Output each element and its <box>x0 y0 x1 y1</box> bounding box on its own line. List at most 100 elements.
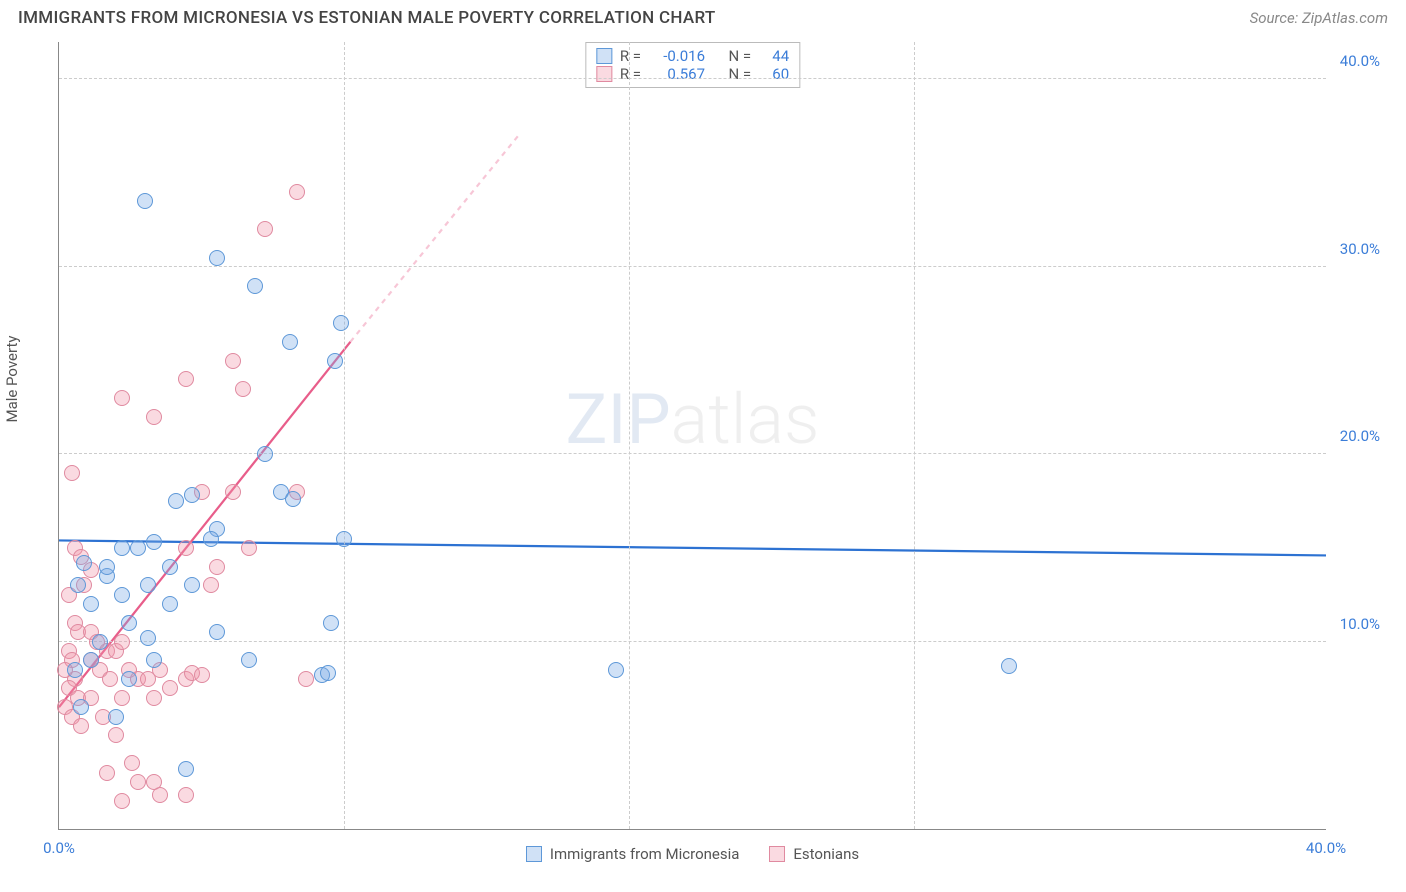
grid-line-h <box>59 453 1326 454</box>
data-point <box>124 755 140 771</box>
data-point <box>114 634 130 650</box>
data-point <box>162 596 178 612</box>
data-point <box>162 559 178 575</box>
y-tick-label: 10.0% <box>1340 615 1380 633</box>
grid-line-h <box>59 266 1326 267</box>
r-value: 0.567 <box>649 65 705 83</box>
data-point <box>241 652 257 668</box>
data-point <box>108 727 124 743</box>
data-point <box>225 353 241 369</box>
data-point <box>146 534 162 550</box>
data-point <box>92 634 108 650</box>
watermark-left: ZIP <box>566 379 671 461</box>
data-point <box>114 690 130 706</box>
correlation-stats-box: R = -0.016 N = 44 R = 0.567 N = 60 <box>585 42 800 88</box>
data-point <box>209 624 225 640</box>
data-point <box>108 709 124 725</box>
data-point <box>203 531 219 547</box>
series-swatch <box>596 48 612 64</box>
data-point <box>99 559 115 575</box>
y-tick-label: 30.0% <box>1340 240 1380 258</box>
data-point <box>152 787 168 803</box>
x-tick-label: 40.0% <box>1306 839 1346 857</box>
data-point <box>333 315 349 331</box>
data-point <box>298 671 314 687</box>
data-point <box>235 381 251 397</box>
chart-container: Male Poverty ZIPatlas R =-0.016 N =44R =… <box>20 42 1386 872</box>
grid-line-v <box>344 42 345 829</box>
data-point <box>184 577 200 593</box>
data-point <box>83 596 99 612</box>
trend-lines <box>59 42 1326 829</box>
data-point <box>178 761 194 777</box>
data-point <box>162 680 178 696</box>
data-point <box>178 540 194 556</box>
y-tick-label: 20.0% <box>1340 427 1380 445</box>
data-point <box>203 577 219 593</box>
y-axis-label: Male Poverty <box>3 336 21 423</box>
r-value: -0.016 <box>649 47 705 65</box>
data-point <box>140 577 156 593</box>
data-point <box>285 491 301 507</box>
n-value: 44 <box>759 47 789 65</box>
data-point <box>241 540 257 556</box>
data-point <box>64 465 80 481</box>
data-point <box>121 615 137 631</box>
data-point <box>323 615 339 631</box>
data-point <box>146 409 162 425</box>
data-point <box>130 540 146 556</box>
source-label: Source: ZipAtlas.com <box>1250 9 1388 27</box>
data-point <box>178 371 194 387</box>
data-point <box>247 278 263 294</box>
data-point <box>327 353 343 369</box>
data-point <box>608 662 624 678</box>
data-point <box>102 671 118 687</box>
chart-title: IMMIGRANTS FROM MICRONESIA VS ESTONIAN M… <box>18 8 716 28</box>
legend: Immigrants from Micronesia Estonians <box>59 845 1326 863</box>
data-point <box>130 774 146 790</box>
data-point <box>114 793 130 809</box>
grid-line-v <box>629 42 630 829</box>
header: IMMIGRANTS FROM MICRONESIA VS ESTONIAN M… <box>0 0 1406 32</box>
data-point <box>114 540 130 556</box>
data-point <box>146 690 162 706</box>
grid-line-v <box>914 42 915 829</box>
data-point <box>99 765 115 781</box>
legend-label: Immigrants from Micronesia <box>550 845 740 863</box>
data-point <box>257 221 273 237</box>
data-point <box>194 667 210 683</box>
data-point <box>70 577 86 593</box>
legend-item: Immigrants from Micronesia <box>526 845 740 863</box>
n-label: N = <box>729 47 752 65</box>
r-label: R = <box>620 65 641 83</box>
series-swatch <box>596 66 612 82</box>
data-point <box>83 652 99 668</box>
data-point <box>289 184 305 200</box>
data-point <box>76 555 92 571</box>
n-label: N = <box>729 65 752 83</box>
n-value: 60 <box>759 65 789 83</box>
stat-row: R = -0.016 N = 44 <box>596 47 789 65</box>
data-point <box>209 559 225 575</box>
data-point <box>209 250 225 266</box>
series-swatch <box>526 846 542 862</box>
data-point <box>257 446 273 462</box>
y-tick-label: 40.0% <box>1340 52 1380 70</box>
legend-item: Estonians <box>769 845 859 863</box>
plot-area: ZIPatlas R =-0.016 N =44R =0.567 N =60 I… <box>58 42 1326 830</box>
data-point <box>168 493 184 509</box>
grid-line-h <box>59 641 1326 642</box>
x-tick-label: 0.0% <box>43 839 75 857</box>
data-point <box>178 787 194 803</box>
data-point <box>114 587 130 603</box>
data-point <box>73 699 89 715</box>
data-point <box>282 334 298 350</box>
legend-label: Estonians <box>793 845 859 863</box>
r-label: R = <box>620 47 641 65</box>
stat-row: R = 0.567 N = 60 <box>596 65 789 83</box>
data-point <box>67 662 83 678</box>
watermark-right: atlas <box>671 379 820 461</box>
data-point <box>225 484 241 500</box>
data-point <box>146 652 162 668</box>
data-point <box>320 665 336 681</box>
